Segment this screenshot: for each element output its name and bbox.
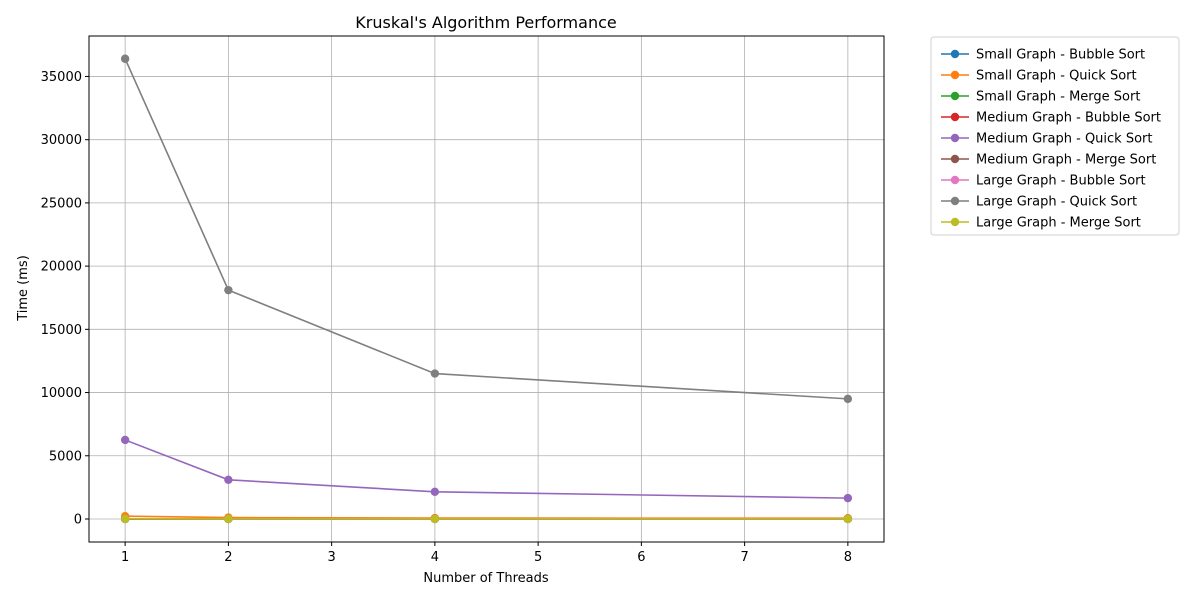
data-point — [120, 54, 130, 63]
y-tick-label: 35000 — [41, 70, 82, 85]
y-tick-label: 0 — [74, 512, 82, 527]
legend-marker — [950, 112, 960, 122]
legend-label: Small Graph - Merge Sort — [976, 90, 1140, 105]
x-tick-label: 3 — [327, 550, 335, 565]
data-point — [224, 514, 233, 524]
legend-item: Large Graph - Bubble Sort — [941, 174, 1146, 189]
y-tick-label: 5000 — [49, 449, 82, 464]
data-point — [120, 514, 130, 524]
y-axis-ticks: 0 5000 10000 15000 20000 25000 30000 35000 — [41, 70, 89, 527]
data-point — [843, 514, 853, 524]
x-tick-label: 1 — [121, 550, 129, 565]
y-tick-label: 20000 — [41, 260, 82, 275]
series-7 — [120, 54, 853, 404]
legend-label: Large Graph - Bubble Sort — [976, 174, 1146, 189]
x-tick-label: 5 — [534, 550, 542, 565]
legend: Small Graph - Bubble Sort Small Graph - Q… — [930, 36, 1180, 236]
legend-label: Small Graph - Bubble Sort — [976, 48, 1145, 63]
legend-item: Medium Graph - Merge Sort — [941, 153, 1156, 168]
legend-item: Small Graph - Bubble Sort — [941, 48, 1145, 63]
x-tick-label: 8 — [844, 550, 852, 565]
legend-item: Medium Graph - Bubble Sort — [941, 111, 1161, 126]
legend-item: Small Graph - Merge Sort — [941, 90, 1140, 105]
x-axis-ticks: 1 2 3 4 5 6 7 8 — [121, 542, 852, 565]
x-axis-title: Number of Threads — [423, 571, 548, 586]
y-tick-label: 25000 — [41, 196, 82, 211]
legend-label: Large Graph - Merge Sort — [976, 216, 1141, 231]
y-tick-label: 10000 — [41, 386, 82, 401]
legend-marker — [950, 154, 960, 164]
legend-marker — [950, 175, 960, 185]
series-line — [124, 58, 848, 400]
series-4 — [120, 435, 853, 503]
legend-marker — [950, 196, 960, 206]
x-tick-label: 4 — [431, 550, 439, 565]
legend-label: Medium Graph - Bubble Sort — [976, 111, 1161, 126]
data-point — [430, 369, 440, 378]
x-tick-label: 7 — [740, 550, 748, 565]
x-tick-label: 6 — [637, 550, 645, 565]
legend-marker — [950, 217, 960, 227]
chart-title: Kruskal's Algorithm Performance — [355, 13, 616, 32]
legend-marker — [950, 91, 960, 101]
series-8 — [120, 514, 853, 524]
series-layer — [120, 54, 853, 524]
plot-area-frame — [88, 35, 885, 543]
legend-item: Medium Graph - Quick Sort — [941, 132, 1152, 147]
y-tick-label: 15000 — [41, 323, 82, 338]
legend-frame — [930, 36, 1180, 236]
legend-marker — [950, 133, 960, 143]
legend-marker — [950, 49, 960, 59]
legend-marker — [950, 70, 960, 80]
legend-label: Medium Graph - Merge Sort — [976, 153, 1156, 168]
legend-label: Small Graph - Quick Sort — [976, 69, 1137, 84]
data-point — [430, 514, 440, 524]
series-line — [124, 439, 848, 499]
data-point — [430, 487, 440, 497]
data-point — [843, 394, 853, 404]
x-tick-label: 2 — [224, 550, 232, 565]
data-point — [120, 435, 130, 445]
legend-label: Medium Graph - Quick Sort — [976, 132, 1152, 147]
y-tick-label: 30000 — [41, 133, 82, 148]
legend-item: Large Graph - Merge Sort — [941, 216, 1141, 231]
legend-item: Large Graph - Quick Sort — [941, 195, 1137, 210]
data-point — [843, 493, 853, 503]
legend-label: Large Graph - Quick Sort — [976, 195, 1137, 210]
data-point — [224, 475, 233, 484]
data-point — [224, 285, 233, 295]
legend-item: Small Graph - Quick Sort — [941, 69, 1137, 84]
y-axis-title: Time (ms) — [16, 255, 31, 322]
